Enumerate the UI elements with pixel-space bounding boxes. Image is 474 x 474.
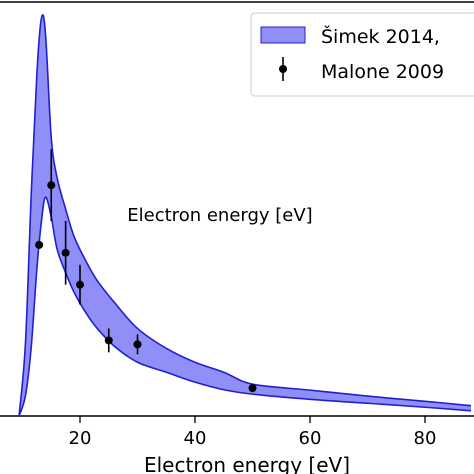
legend-box (250, 12, 474, 97)
legend-point-marker (279, 65, 287, 73)
x-ticks: 20 40 60 80 (69, 416, 437, 449)
x-axis-label: Electron energy [eV] (144, 453, 350, 474)
legend-band-label: Šimek 2014, (321, 24, 440, 48)
malone-point (248, 384, 257, 393)
x-tick-label: 40 (184, 428, 207, 449)
malone-points-layer (35, 149, 257, 393)
malone-point (104, 336, 113, 345)
x-tick-label: 80 (414, 428, 437, 449)
simek-band-upper-edge (18, 14, 472, 417)
malone-point (61, 248, 70, 257)
malone-point (35, 240, 44, 249)
legend-band-swatch (260, 26, 306, 44)
legend-point-label: Malone 2009 (321, 61, 444, 83)
malone-point (133, 340, 142, 349)
legend: Šimek 2014, Malone 2009 (250, 12, 474, 97)
x-tick-label: 60 (299, 428, 322, 449)
malone-point (47, 181, 56, 190)
mid-x-axis-label: Electron energy [eV] (127, 205, 312, 226)
malone-point (76, 280, 84, 289)
x-tick-label: 20 (69, 428, 92, 449)
